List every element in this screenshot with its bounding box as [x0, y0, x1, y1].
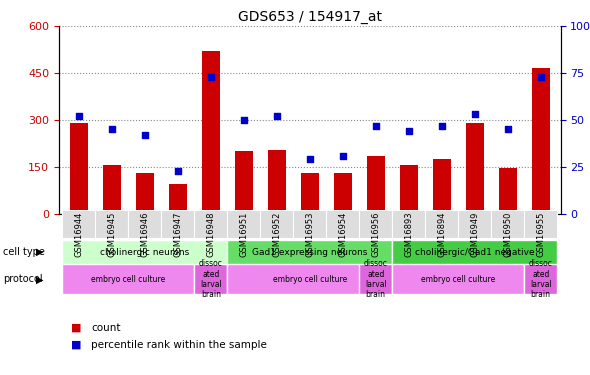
Text: GSM16894: GSM16894 [437, 211, 446, 257]
Point [206, 74, 215, 80]
FancyBboxPatch shape [458, 210, 491, 238]
Bar [103, 165, 121, 214]
FancyBboxPatch shape [326, 210, 359, 238]
Bar [432, 159, 451, 214]
Text: embryo cell culture: embryo cell culture [421, 275, 496, 284]
Text: GSM16955: GSM16955 [536, 211, 545, 257]
Text: cholinergic/Gad1 negative: cholinergic/Gad1 negative [415, 248, 535, 256]
FancyBboxPatch shape [260, 210, 293, 238]
Title: GDS653 / 154917_at: GDS653 / 154917_at [238, 10, 382, 24]
Text: embryo cell culture: embryo cell culture [273, 275, 347, 284]
Bar [70, 123, 88, 214]
FancyBboxPatch shape [227, 264, 392, 294]
Point [536, 74, 545, 80]
Text: GSM16950: GSM16950 [503, 211, 512, 257]
Bar [268, 150, 286, 214]
Text: GSM16944: GSM16944 [74, 211, 83, 257]
Point [371, 123, 381, 129]
Point [272, 113, 281, 119]
Bar [235, 151, 253, 214]
FancyBboxPatch shape [63, 210, 96, 238]
Point [437, 123, 447, 129]
Text: protocol: protocol [3, 274, 42, 284]
Bar [366, 156, 385, 214]
Text: GSM16945: GSM16945 [107, 211, 116, 257]
Bar [532, 68, 550, 214]
FancyBboxPatch shape [425, 210, 458, 238]
FancyBboxPatch shape [359, 264, 392, 294]
FancyBboxPatch shape [227, 240, 392, 264]
Text: embryo cell culture: embryo cell culture [91, 275, 165, 284]
Bar [466, 123, 484, 214]
Text: GSM16952: GSM16952 [272, 211, 281, 257]
FancyBboxPatch shape [392, 240, 557, 264]
Text: dissoc
ated
larval
brain: dissoc ated larval brain [529, 259, 553, 300]
FancyBboxPatch shape [392, 210, 425, 238]
Bar [136, 173, 154, 214]
Text: cell type: cell type [3, 247, 45, 257]
FancyBboxPatch shape [194, 264, 227, 294]
Bar [202, 51, 220, 214]
Point [470, 111, 480, 117]
Point [338, 153, 348, 159]
Text: GSM16953: GSM16953 [305, 211, 314, 257]
Text: Gad1 expressing neurons: Gad1 expressing neurons [252, 248, 368, 256]
FancyBboxPatch shape [128, 210, 161, 238]
FancyBboxPatch shape [194, 210, 227, 238]
Point [239, 117, 248, 123]
FancyBboxPatch shape [359, 210, 392, 238]
Text: GSM16954: GSM16954 [338, 211, 348, 257]
Bar [301, 173, 319, 214]
Point [503, 126, 513, 132]
FancyBboxPatch shape [227, 210, 260, 238]
FancyBboxPatch shape [524, 264, 557, 294]
Text: GSM16949: GSM16949 [470, 211, 479, 257]
FancyBboxPatch shape [63, 264, 194, 294]
Text: cholinergic neurons: cholinergic neurons [100, 248, 189, 256]
FancyBboxPatch shape [392, 264, 524, 294]
Text: ■: ■ [71, 323, 81, 333]
Text: GSM16947: GSM16947 [173, 211, 182, 257]
FancyBboxPatch shape [524, 210, 557, 238]
FancyBboxPatch shape [96, 210, 128, 238]
Text: dissoc
ated
larval
brain: dissoc ated larval brain [199, 259, 222, 300]
Text: ▶: ▶ [37, 247, 44, 257]
Point [107, 126, 116, 132]
Text: ▶: ▶ [37, 274, 44, 284]
Text: count: count [91, 323, 121, 333]
Bar [399, 165, 418, 214]
FancyBboxPatch shape [63, 240, 227, 264]
Text: percentile rank within the sample: percentile rank within the sample [91, 340, 267, 350]
Point [173, 168, 182, 174]
Point [305, 156, 314, 162]
Text: GSM16951: GSM16951 [240, 211, 248, 257]
FancyBboxPatch shape [491, 210, 524, 238]
Text: GSM16948: GSM16948 [206, 211, 215, 257]
Point [74, 113, 84, 119]
FancyBboxPatch shape [293, 210, 326, 238]
Bar [334, 173, 352, 214]
Bar [499, 168, 517, 214]
Text: GSM16946: GSM16946 [140, 211, 149, 257]
Text: dissoc
ated
larval
brain: dissoc ated larval brain [364, 259, 388, 300]
Bar [169, 184, 187, 214]
Text: GSM16893: GSM16893 [404, 211, 413, 257]
Text: GSM16956: GSM16956 [371, 211, 380, 257]
Point [140, 132, 149, 138]
FancyBboxPatch shape [161, 210, 194, 238]
Text: ■: ■ [71, 340, 81, 350]
Point [404, 128, 414, 134]
